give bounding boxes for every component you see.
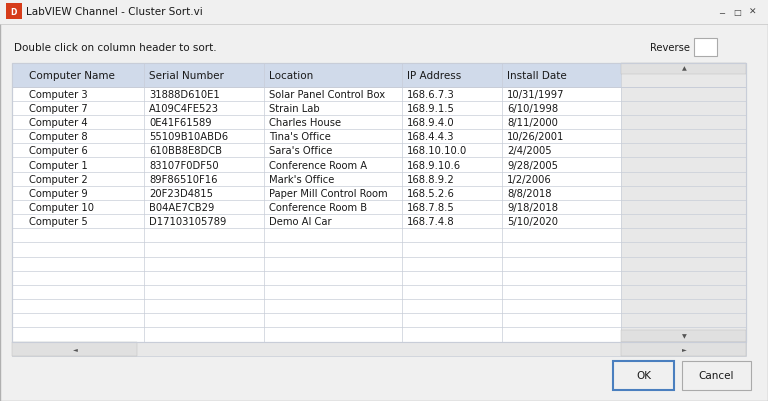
Text: 168.4.4.3: 168.4.4.3 [407,132,455,142]
Text: ▲: ▲ [681,67,687,71]
Text: 55109B10ABD6: 55109B10ABD6 [149,132,228,142]
Text: LabVIEW Channel - Cluster Sort.vi: LabVIEW Channel - Cluster Sort.vi [26,8,203,17]
Bar [6,4,22,20]
Text: Charles House: Charles House [269,118,341,128]
Text: Computer 10: Computer 10 [29,203,94,213]
Text: Computer 5: Computer 5 [29,217,88,227]
Bar [12,342,137,356]
Text: 168.5.2.6: 168.5.2.6 [407,188,455,198]
Text: 9/18/2018: 9/18/2018 [507,203,558,213]
Bar [621,330,746,342]
Text: 20F23D4815: 20F23D4815 [149,188,213,198]
Text: 168.10.10.0: 168.10.10.0 [407,146,467,156]
Text: IP Address: IP Address [407,71,462,80]
Text: Sara's Office: Sara's Office [269,146,333,156]
Text: 168.9.1.5: 168.9.1.5 [407,103,455,113]
Text: Strain Lab: Strain Lab [269,103,319,113]
Text: 8/8/2018: 8/8/2018 [507,188,551,198]
Bar [0,0,768,25]
Text: Reverse: Reverse [650,43,690,53]
Bar [12,342,746,356]
Bar [621,63,746,75]
Text: ▼: ▼ [681,334,687,338]
Bar [12,63,746,87]
Text: 89F86510F16: 89F86510F16 [149,174,217,184]
Text: Conference Room B: Conference Room B [269,203,367,213]
Bar [613,361,674,390]
Text: Computer 3: Computer 3 [29,89,88,99]
Text: 8/11/2000: 8/11/2000 [507,118,558,128]
Text: Tina's Office: Tina's Office [269,132,331,142]
Text: 168.7.8.5: 168.7.8.5 [407,203,455,213]
Text: □: □ [733,8,741,17]
Text: Paper Mill Control Room: Paper Mill Control Room [269,188,387,198]
Text: A109C4FE523: A109C4FE523 [149,103,219,113]
Text: 168.8.9.2: 168.8.9.2 [407,174,455,184]
Text: Solar Panel Control Box: Solar Panel Control Box [269,89,385,99]
Text: 83107F0DF50: 83107F0DF50 [149,160,219,170]
Bar [682,361,751,390]
Bar [694,39,717,57]
Text: ◄: ◄ [72,346,78,351]
Text: Conference Room A: Conference Room A [269,160,367,170]
Text: B04AE7CB29: B04AE7CB29 [149,203,214,213]
Text: Computer 1: Computer 1 [29,160,88,170]
Text: Computer 6: Computer 6 [29,146,88,156]
Text: 168.9.10.6: 168.9.10.6 [407,160,461,170]
Text: ►: ► [681,346,687,351]
Text: 5/10/2020: 5/10/2020 [507,217,558,227]
Text: Cancel: Cancel [699,371,734,380]
Text: ✕: ✕ [749,8,756,17]
Text: 168.6.7.3: 168.6.7.3 [407,89,455,99]
Text: 10/31/1997: 10/31/1997 [507,89,564,99]
Text: Demo AI Car: Demo AI Car [269,217,332,227]
Bar [621,63,746,342]
Text: 31888D610E1: 31888D610E1 [149,89,220,99]
Text: Mark's Office: Mark's Office [269,174,334,184]
Text: 168.9.4.0: 168.9.4.0 [407,118,455,128]
Bar [621,342,746,356]
Text: Serial Number: Serial Number [149,71,223,80]
Text: D17103105789: D17103105789 [149,217,227,227]
Text: 0E41F61589: 0E41F61589 [149,118,212,128]
Text: Double click on column header to sort.: Double click on column header to sort. [14,43,217,53]
Text: D: D [11,8,17,17]
Text: 2/4/2005: 2/4/2005 [507,146,551,156]
Text: 610BB8E8DCB: 610BB8E8DCB [149,146,222,156]
Bar [12,63,746,342]
Text: 1/2/2006: 1/2/2006 [507,174,551,184]
Text: Computer Name: Computer Name [29,71,115,80]
Text: OK: OK [636,371,651,380]
Bar [12,63,746,342]
Text: Computer 8: Computer 8 [29,132,88,142]
Text: Computer 7: Computer 7 [29,103,88,113]
Text: 168.7.4.8: 168.7.4.8 [407,217,455,227]
Text: 6/10/1998: 6/10/1998 [507,103,558,113]
Text: Computer 4: Computer 4 [29,118,88,128]
Text: Computer 2: Computer 2 [29,174,88,184]
Text: 9/28/2005: 9/28/2005 [507,160,558,170]
Text: Computer 9: Computer 9 [29,188,88,198]
Text: ─: ─ [720,8,724,17]
Text: 10/26/2001: 10/26/2001 [507,132,564,142]
Text: Install Date: Install Date [507,71,567,80]
Text: Location: Location [269,71,313,80]
